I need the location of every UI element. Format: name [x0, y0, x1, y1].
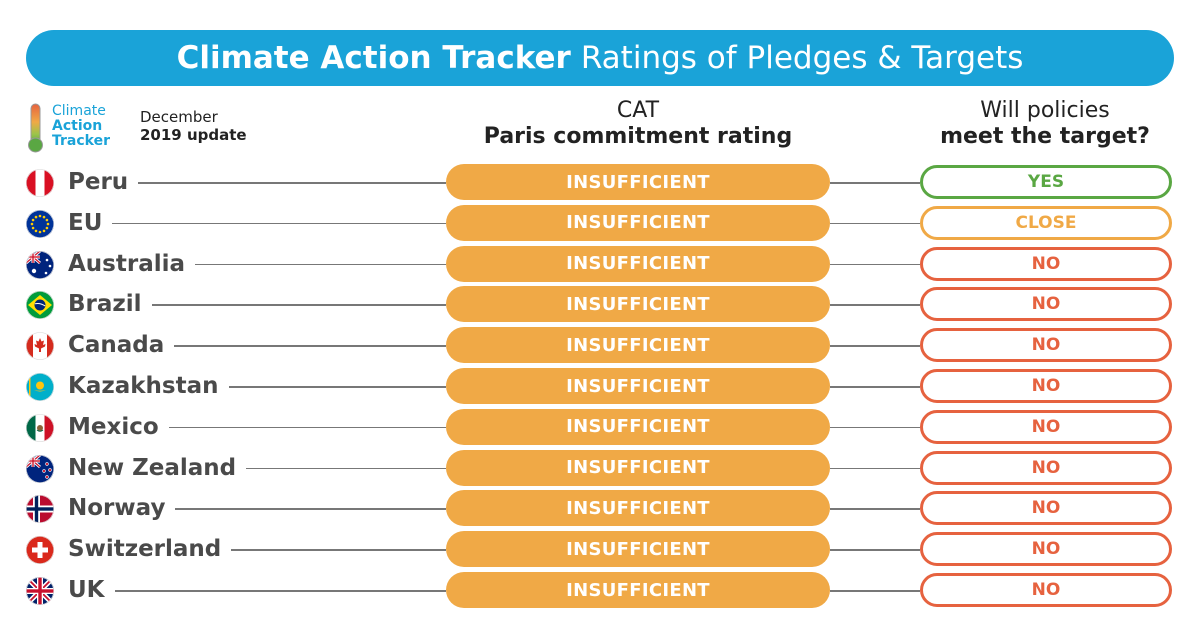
connector-line [100, 222, 446, 225]
policy-status-pill: NO [920, 287, 1172, 322]
connector-line [830, 304, 920, 306]
connector-line [830, 182, 920, 184]
policy-column-header: Will policies meet the target? [900, 98, 1190, 150]
connector-line [100, 386, 446, 388]
connector-line [830, 426, 920, 429]
country-name: Brazil [68, 288, 152, 321]
policy-header-line2: meet the target? [940, 124, 1150, 149]
country-name: Kazakhstan [68, 370, 229, 402]
rating-pill: INSUFFICIENT [446, 531, 830, 568]
rating-pill: INSUFFICIENT [446, 245, 830, 282]
rating-header-line2: Paris commitment rating [483, 124, 793, 149]
table-row: Norway INSUFFICIENT NO [0, 490, 1200, 527]
update-year: 2019 update [140, 126, 247, 144]
connector-line [100, 345, 446, 347]
policy-status-pill: CLOSE [920, 205, 1172, 240]
country-name: Mexico [68, 410, 169, 443]
table-row: Mexico INSUFFICIENT NO [0, 408, 1200, 445]
title-light: Ratings of Pledges & Targets [580, 40, 1024, 76]
eu-flag-icon [26, 209, 54, 238]
country-name: Peru [68, 166, 139, 198]
country-name: EU [68, 206, 113, 239]
australia-flag-icon [26, 250, 54, 279]
country-name: New Zealand [68, 451, 247, 484]
rating-pill: INSUFFICIENT [446, 572, 830, 608]
table-row: Kazakhstan INSUFFICIENT NO [0, 368, 1200, 404]
connector-line [100, 467, 446, 470]
connector-line [830, 345, 920, 347]
connector-line [100, 508, 446, 510]
rating-pill: INSUFFICIENT [446, 164, 830, 200]
connector-line [100, 549, 446, 551]
title-bold: Climate Action Tracker [176, 40, 571, 76]
table-row: Peru INSUFFICIENT YES [0, 164, 1200, 200]
uk-flag-icon [26, 577, 54, 605]
policy-status-pill: NO [920, 450, 1172, 485]
policy-status-pill: NO [920, 532, 1172, 567]
climate-action-tracker-logo: Climate Action Tracker [26, 102, 126, 154]
policy-status-pill: NO [920, 573, 1172, 607]
table-row: Australia INSUFFICIENT NO [0, 245, 1200, 282]
policy-header-line1: Will policies [980, 98, 1110, 123]
peru-flag-icon [26, 169, 54, 197]
brazil-flag-icon [26, 291, 54, 320]
thermometer-icon [28, 103, 43, 153]
norway-flag-icon [26, 495, 54, 524]
title-banner: Climate Action Tracker Ratings of Pledge… [26, 30, 1174, 86]
canada-flag-icon [26, 332, 54, 361]
logo-line2: Action [52, 118, 103, 134]
policy-status-pill: NO [920, 369, 1172, 403]
policy-status-pill: YES [920, 165, 1172, 199]
switzerland-flag-icon [26, 536, 54, 565]
country-name: Australia [68, 247, 196, 280]
connector-line [830, 263, 920, 266]
country-name: Norway [68, 492, 176, 525]
table-row: New Zealand INSUFFICIENT NO [0, 449, 1200, 486]
connector-line [830, 508, 920, 510]
rating-pill: INSUFFICIENT [446, 449, 830, 486]
policy-status-pill: NO [920, 246, 1172, 281]
country-name: Switzerland [68, 533, 232, 566]
table-row: Switzerland INSUFFICIENT NO [0, 531, 1200, 568]
update-month: December [140, 108, 218, 126]
country-name: Canada [68, 329, 175, 362]
logo-text: Climate Action Tracker [52, 104, 110, 149]
table-row: Canada INSUFFICIENT NO [0, 327, 1200, 364]
rating-column-header: CAT Paris commitment rating [438, 98, 838, 150]
table-row: UK INSUFFICIENT NO [0, 572, 1200, 608]
mexico-flag-icon [26, 413, 54, 442]
connector-line [100, 182, 446, 184]
rating-pill: INSUFFICIENT [446, 286, 830, 323]
table-row: EU INSUFFICIENT CLOSE [0, 204, 1200, 241]
rating-pill: INSUFFICIENT [446, 490, 830, 527]
connector-line [100, 263, 446, 266]
rating-header-line1: CAT [616, 98, 660, 123]
logo-line3: Tracker [52, 133, 110, 149]
connector-line [830, 590, 920, 592]
connector-line [830, 549, 920, 551]
connector-line [100, 590, 446, 592]
table-row: Brazil INSUFFICIENT NO [0, 286, 1200, 323]
logo-line1: Climate [52, 103, 106, 119]
policy-status-pill: NO [920, 409, 1172, 444]
connector-line [100, 304, 446, 306]
connector-line [830, 222, 920, 225]
rating-pill: INSUFFICIENT [446, 204, 830, 241]
connector-line [830, 467, 920, 470]
kazakhstan-flag-icon [26, 373, 54, 401]
update-label: December 2019 update [140, 108, 247, 144]
connector-line [100, 426, 446, 429]
policy-status-pill: NO [920, 491, 1172, 526]
new-zealand-flag-icon [26, 454, 54, 483]
country-name: UK [68, 574, 115, 606]
rating-pill: INSUFFICIENT [446, 327, 830, 364]
connector-line [830, 386, 920, 388]
rating-pill: INSUFFICIENT [446, 368, 830, 404]
rating-pill: INSUFFICIENT [446, 408, 830, 445]
policy-status-pill: NO [920, 328, 1172, 363]
